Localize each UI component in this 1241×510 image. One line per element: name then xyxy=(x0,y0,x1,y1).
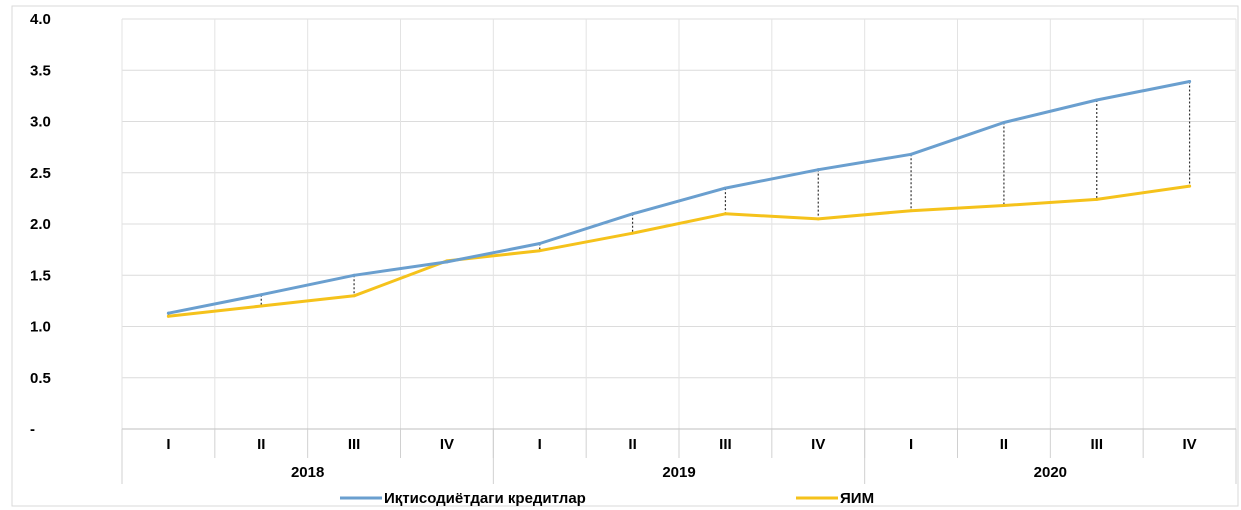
x-tick-label: IV xyxy=(1182,436,1196,453)
x-tick-label: III xyxy=(719,436,732,453)
series-point xyxy=(1095,98,1099,102)
series-point xyxy=(1002,121,1006,125)
series-line-0 xyxy=(166,80,1192,315)
y-tick-label: 4.0 xyxy=(30,11,51,28)
series-point xyxy=(723,212,727,216)
group-label: 2020 xyxy=(1034,464,1067,481)
x-tick-label: II xyxy=(257,436,265,453)
series-point xyxy=(538,249,542,253)
series-point xyxy=(909,152,913,156)
series-lines xyxy=(166,80,1192,318)
series-point xyxy=(259,304,263,308)
series-point xyxy=(1188,184,1192,188)
x-tick-label: III xyxy=(348,436,361,453)
series-point xyxy=(352,273,356,277)
series-point xyxy=(166,311,170,315)
series-point xyxy=(259,293,263,297)
series-point xyxy=(816,217,820,221)
series-point xyxy=(1002,204,1006,208)
series-point xyxy=(352,294,356,298)
y-tick-label: 2.5 xyxy=(30,165,51,182)
series-point xyxy=(538,241,542,245)
x-tick-label: IV xyxy=(811,436,825,453)
y-tick-label: 0.5 xyxy=(30,370,51,387)
series-point xyxy=(445,260,449,264)
series-point xyxy=(631,212,635,216)
legend-label: Иқтисодиётдаги кредитлар xyxy=(384,490,586,507)
y-tick-label: 1.0 xyxy=(30,319,51,336)
x-tick-label: IV xyxy=(440,436,454,453)
y-axis: - 0.5 1.0 1.5 2.0 2.5 3.0 3.5 4.0 xyxy=(30,11,51,438)
x-tick-label: I xyxy=(909,436,913,453)
x-tick-label: I xyxy=(538,436,542,453)
y-tick-label: 3.5 xyxy=(30,62,51,79)
group-label: 2019 xyxy=(662,464,695,481)
difference-drop-lines xyxy=(167,81,1191,317)
series-point xyxy=(1188,80,1192,84)
legend-label: ЯИМ xyxy=(840,490,874,507)
series-point xyxy=(723,186,727,190)
series-point xyxy=(631,231,635,235)
y-tick-label: 2.0 xyxy=(30,216,51,233)
legend: Иқтисодиётдаги кредитлар ЯИМ xyxy=(340,490,874,507)
y-tick-label: 1.5 xyxy=(30,267,51,284)
group-label: 2018 xyxy=(291,464,324,481)
chart-frame xyxy=(11,5,1239,507)
x-tick-label: III xyxy=(1090,436,1103,453)
series-line-1 xyxy=(166,184,1192,318)
series-point xyxy=(816,168,820,172)
y-tick-label: - xyxy=(30,421,35,438)
x-tick-label: II xyxy=(1000,436,1008,453)
y-tick-label: 3.0 xyxy=(30,114,51,131)
series-point xyxy=(909,209,913,213)
series-point xyxy=(166,314,170,318)
x-tick-label: I xyxy=(166,436,170,453)
x-tick-label: II xyxy=(628,436,636,453)
series-point xyxy=(1095,197,1099,201)
